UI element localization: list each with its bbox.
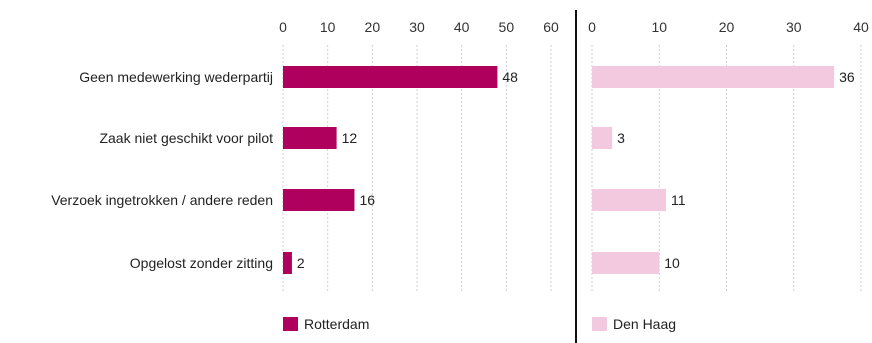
x-tick-label: 50 — [499, 19, 515, 35]
data-label: 12 — [342, 130, 358, 146]
category-label: Opgelost zonder zitting — [130, 255, 273, 271]
category-label: Geen medewerking wederpartij — [79, 69, 273, 85]
bar-den-haag — [592, 189, 666, 211]
data-label: 48 — [502, 69, 518, 85]
x-tick-label: 10 — [320, 19, 336, 35]
data-label: 3 — [617, 130, 625, 146]
legend-swatch — [592, 317, 607, 331]
legend-label: Den Haag — [613, 316, 676, 332]
bar-rotterdam — [283, 127, 337, 149]
x-tick-label: 30 — [786, 19, 802, 35]
data-label: 16 — [359, 192, 375, 208]
legend-swatch — [283, 317, 298, 331]
bar-den-haag — [592, 252, 660, 274]
x-tick-label: 0 — [279, 19, 287, 35]
data-label: 2 — [297, 255, 305, 271]
data-label: 11 — [671, 192, 686, 208]
x-tick-label: 40 — [853, 19, 869, 35]
x-tick-label: 10 — [651, 19, 667, 35]
data-label: 10 — [664, 255, 680, 271]
bar-den-haag — [592, 127, 613, 149]
bars-layer — [283, 66, 835, 331]
x-tick-label: 20 — [719, 19, 735, 35]
category-label: Verzoek ingetrokken / andere reden — [51, 192, 273, 208]
x-tick-label: 40 — [454, 19, 470, 35]
bar-rotterdam — [283, 189, 355, 211]
x-tick-label: 60 — [543, 19, 559, 35]
legend-label: Rotterdam — [304, 316, 369, 332]
data-label: 36 — [839, 69, 855, 85]
category-label: Zaak niet geschikt voor pilot — [99, 130, 273, 146]
bar-rotterdam — [283, 252, 292, 274]
x-tick-label: 30 — [409, 19, 425, 35]
x-tick-label: 20 — [365, 19, 381, 35]
text-layer: Geen medewerking wederpartij Zaak niet ge… — [51, 19, 869, 332]
x-tick-label: 0 — [588, 19, 596, 35]
bar-rotterdam — [283, 66, 498, 88]
bar-den-haag — [592, 66, 835, 88]
